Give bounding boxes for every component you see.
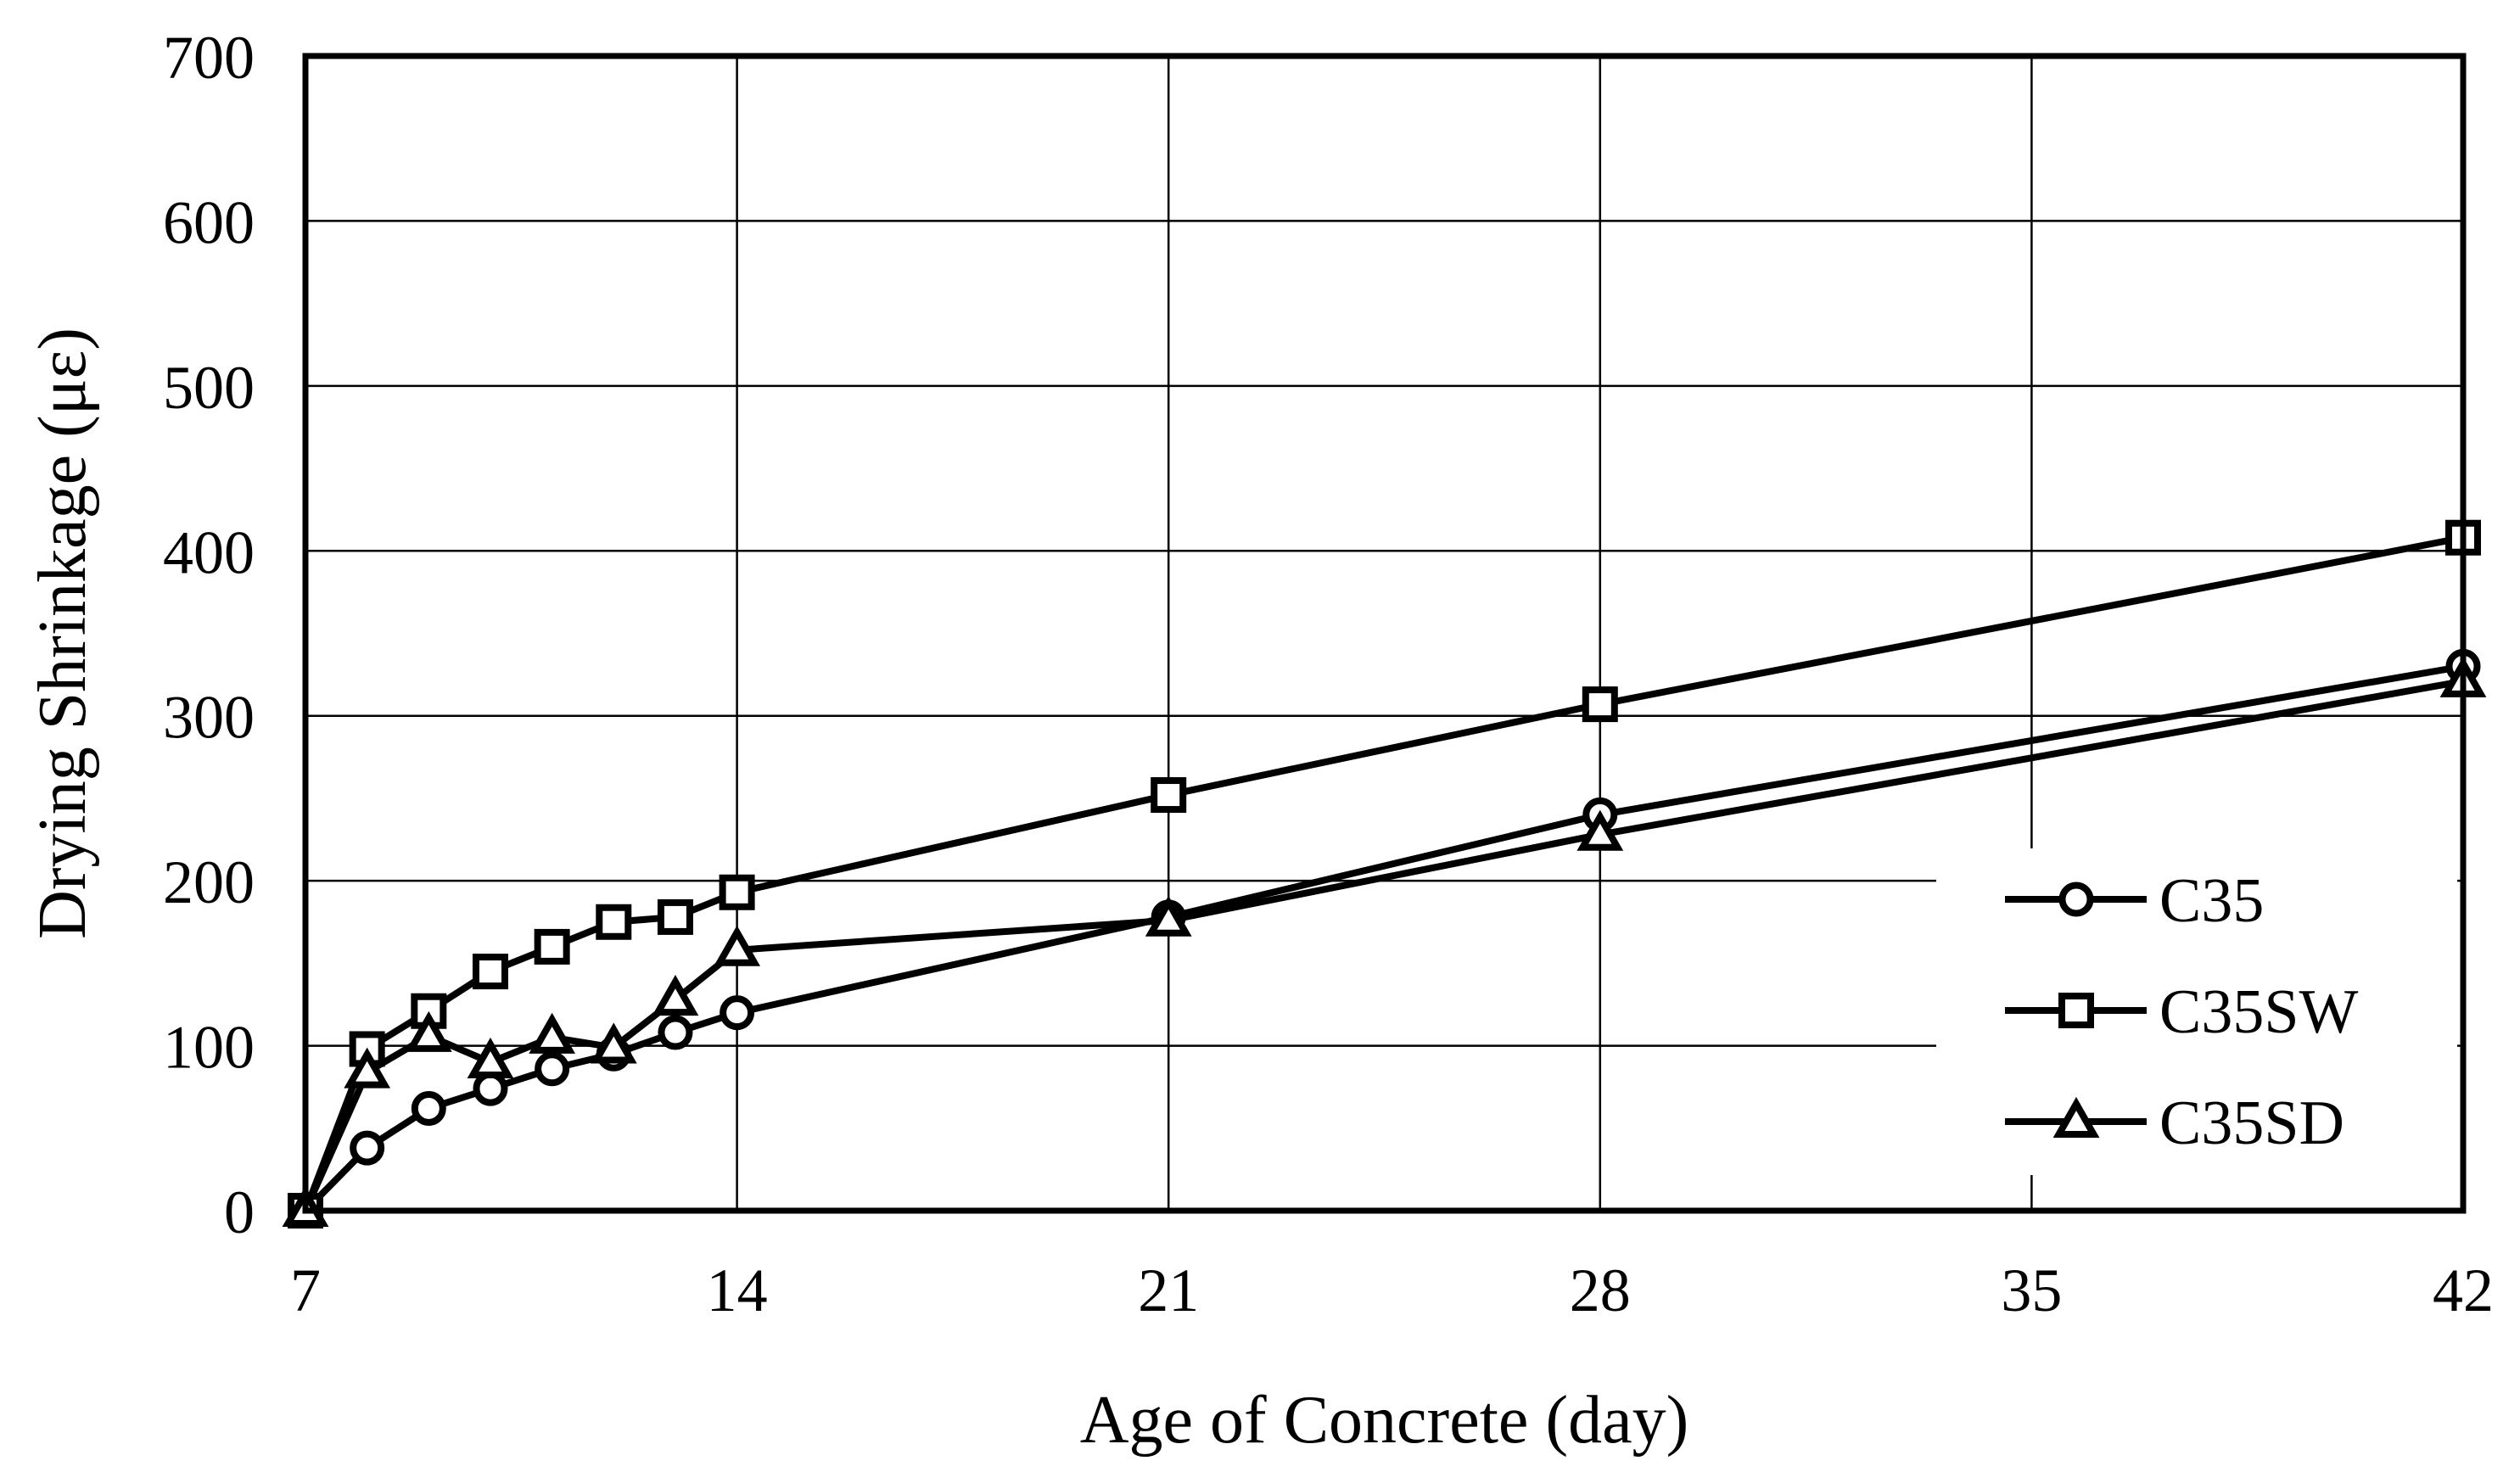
legend-circle-icon [2058,882,2094,917]
data-point-C35-day-9 [411,1090,446,1126]
data-point-C35SW-day-28 [1582,686,1618,723]
x-tick-label-7: 7 [290,1257,321,1324]
y-tick-label-600: 600 [163,188,255,256]
legend-label-C35SD: C35SD [2159,1089,2344,1158]
data-point-C35SD-day-11 [529,1012,576,1054]
data-point-C35SD-day-28 [1576,809,1624,851]
data-point-C35-day-14 [720,995,755,1031]
x-tick-label-21: 21 [1138,1257,1199,1324]
data-point-C35SW-day-14 [719,874,755,910]
legend: C35 C35SW C35SD [1936,848,2457,1175]
y-tick-label-200: 200 [163,848,255,916]
y-tick-label-400: 400 [163,518,255,586]
data-point-C35SD-day-21 [1145,895,1192,937]
data-point-C35-day-8 [350,1130,385,1166]
legend-item-C35SW: C35SW [2005,977,2359,1047]
plot-border [302,53,2467,1214]
x-tick-label-28: 28 [1570,1257,1631,1324]
legend-item-C35: C35 [2005,866,2264,936]
x-tick-label-35: 35 [2001,1257,2062,1324]
data-point-C35-day-11 [535,1051,570,1087]
y-tick-label-700: 700 [163,24,255,92]
y-tick-label-300: 300 [163,684,255,752]
data-point-C35-day-10 [473,1071,508,1106]
data-point-C35SD-day-13 [652,975,699,1016]
legend-square-icon [2058,993,2094,1028]
x-tick-label-14: 14 [707,1257,768,1324]
data-point-C35SW-day-13 [657,898,693,935]
data-point-C35SD-day-9 [405,1010,452,1052]
data-point-C35SD-day-8 [344,1047,391,1089]
y-tick-label-500: 500 [163,354,255,422]
data-point-C35-day-13 [658,1015,693,1050]
data-point-C35SW-day-21 [1151,777,1187,814]
y-tick-label-100: 100 [163,1014,255,1082]
data-point-C35SW-day-11 [534,928,570,965]
legend-label-C35SW: C35SW [2159,977,2359,1047]
x-tick-label-42: 42 [2433,1257,2494,1324]
axis-labels: 0 100 200 300 400 500 600 700 7 14 21 28 35 42 Age of … [25,24,2494,1458]
legend-triangle-icon [2052,1096,2100,1138]
data-point-C35SD-day-12 [590,1022,637,1064]
plot-frame [302,53,2467,1214]
y-axis-title: Drying Shrinkage (με) [25,327,100,939]
data-point-C35SD-day-14 [714,925,760,966]
legend-label-C35: C35 [2159,866,2264,936]
data-point-C35SW-day-10 [472,954,508,990]
data-point-C35SD-day-10 [467,1037,514,1079]
y-tick-label-0: 0 [224,1178,255,1246]
legend-item-C35SD: C35SD [2005,1089,2344,1158]
data-point-C35SW-day-12 [596,904,632,940]
x-axis-title: Age of Concrete (day) [1080,1383,1688,1458]
